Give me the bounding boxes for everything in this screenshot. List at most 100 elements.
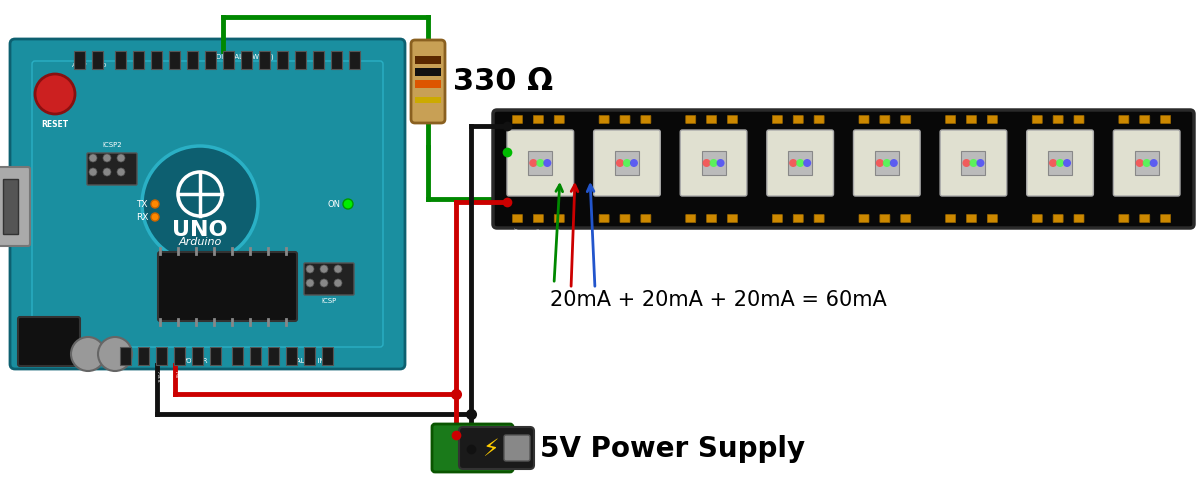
Circle shape: [98, 337, 132, 371]
Circle shape: [151, 201, 160, 209]
FancyBboxPatch shape: [901, 215, 911, 223]
Text: ANALOG IN: ANALOG IN: [286, 357, 324, 363]
Circle shape: [343, 200, 353, 210]
FancyBboxPatch shape: [793, 116, 803, 124]
FancyBboxPatch shape: [680, 131, 746, 197]
Circle shape: [876, 160, 884, 168]
FancyBboxPatch shape: [460, 427, 534, 469]
FancyBboxPatch shape: [138, 347, 149, 365]
Text: AREF: AREF: [72, 63, 88, 68]
FancyBboxPatch shape: [88, 154, 137, 186]
FancyBboxPatch shape: [1054, 215, 1063, 223]
Circle shape: [142, 147, 258, 263]
FancyBboxPatch shape: [1032, 215, 1043, 223]
Circle shape: [883, 160, 890, 168]
Circle shape: [306, 279, 314, 288]
FancyBboxPatch shape: [533, 116, 544, 124]
FancyBboxPatch shape: [641, 215, 650, 223]
Circle shape: [803, 160, 811, 168]
FancyBboxPatch shape: [707, 116, 716, 124]
FancyBboxPatch shape: [940, 131, 1007, 197]
Circle shape: [796, 160, 804, 168]
Circle shape: [103, 155, 112, 163]
Text: ON: ON: [328, 200, 340, 209]
Circle shape: [89, 155, 97, 163]
FancyBboxPatch shape: [223, 52, 234, 70]
FancyBboxPatch shape: [10, 40, 406, 369]
Circle shape: [890, 160, 898, 168]
Text: RX: RX: [136, 213, 148, 222]
Text: 330 Ω: 330 Ω: [454, 67, 553, 96]
Circle shape: [103, 168, 112, 177]
FancyBboxPatch shape: [1114, 131, 1180, 197]
FancyBboxPatch shape: [268, 347, 280, 365]
FancyBboxPatch shape: [1160, 116, 1171, 124]
FancyBboxPatch shape: [793, 215, 803, 223]
Circle shape: [529, 160, 538, 168]
FancyBboxPatch shape: [554, 116, 564, 124]
Circle shape: [1135, 160, 1144, 168]
Circle shape: [616, 160, 624, 168]
FancyBboxPatch shape: [727, 116, 738, 124]
Circle shape: [71, 337, 106, 371]
FancyBboxPatch shape: [946, 215, 955, 223]
FancyBboxPatch shape: [1160, 215, 1171, 223]
FancyBboxPatch shape: [946, 116, 955, 124]
FancyBboxPatch shape: [313, 52, 324, 70]
FancyBboxPatch shape: [859, 116, 869, 124]
Text: ⚡: ⚡: [481, 436, 498, 460]
FancyBboxPatch shape: [304, 347, 316, 365]
FancyBboxPatch shape: [295, 52, 306, 70]
Circle shape: [544, 160, 551, 168]
FancyBboxPatch shape: [727, 215, 738, 223]
Text: ICSP: ICSP: [322, 298, 337, 303]
Text: 5V Power Supply: 5V Power Supply: [540, 434, 805, 462]
Circle shape: [151, 214, 160, 222]
FancyBboxPatch shape: [322, 347, 334, 365]
FancyBboxPatch shape: [4, 180, 18, 235]
Text: POWER: POWER: [182, 357, 208, 363]
Circle shape: [320, 265, 328, 274]
Circle shape: [334, 265, 342, 274]
FancyBboxPatch shape: [594, 131, 660, 197]
FancyBboxPatch shape: [988, 116, 997, 124]
FancyBboxPatch shape: [1118, 116, 1129, 124]
FancyBboxPatch shape: [620, 215, 630, 223]
FancyBboxPatch shape: [533, 215, 544, 223]
FancyBboxPatch shape: [814, 215, 824, 223]
Circle shape: [962, 160, 971, 168]
Circle shape: [716, 160, 725, 168]
FancyBboxPatch shape: [92, 52, 103, 70]
Circle shape: [630, 160, 638, 168]
FancyBboxPatch shape: [205, 52, 216, 70]
Circle shape: [118, 168, 125, 177]
FancyBboxPatch shape: [1140, 116, 1150, 124]
FancyBboxPatch shape: [210, 347, 221, 365]
FancyBboxPatch shape: [32, 62, 383, 347]
FancyBboxPatch shape: [788, 152, 812, 176]
FancyBboxPatch shape: [859, 215, 869, 223]
Circle shape: [1063, 160, 1072, 168]
FancyBboxPatch shape: [961, 152, 985, 176]
Text: DIGITAL (PWM~): DIGITAL (PWM~): [216, 53, 274, 60]
FancyBboxPatch shape: [174, 347, 185, 365]
FancyBboxPatch shape: [250, 347, 262, 365]
Text: GND: GND: [212, 369, 217, 381]
Circle shape: [1150, 160, 1158, 168]
Text: TX: TX: [137, 200, 148, 209]
FancyBboxPatch shape: [259, 52, 270, 70]
FancyBboxPatch shape: [241, 52, 252, 70]
FancyBboxPatch shape: [767, 131, 834, 197]
Text: RESET: RESET: [42, 120, 68, 129]
FancyBboxPatch shape: [1135, 152, 1159, 176]
Bar: [415, 81, 442, 89]
Text: ICSP2: ICSP2: [102, 142, 122, 148]
FancyBboxPatch shape: [702, 152, 726, 176]
Bar: [415, 69, 442, 77]
FancyBboxPatch shape: [120, 347, 131, 365]
FancyBboxPatch shape: [1118, 215, 1129, 223]
FancyBboxPatch shape: [988, 215, 997, 223]
FancyBboxPatch shape: [512, 116, 522, 124]
Bar: [415, 98, 442, 104]
FancyBboxPatch shape: [875, 152, 899, 176]
